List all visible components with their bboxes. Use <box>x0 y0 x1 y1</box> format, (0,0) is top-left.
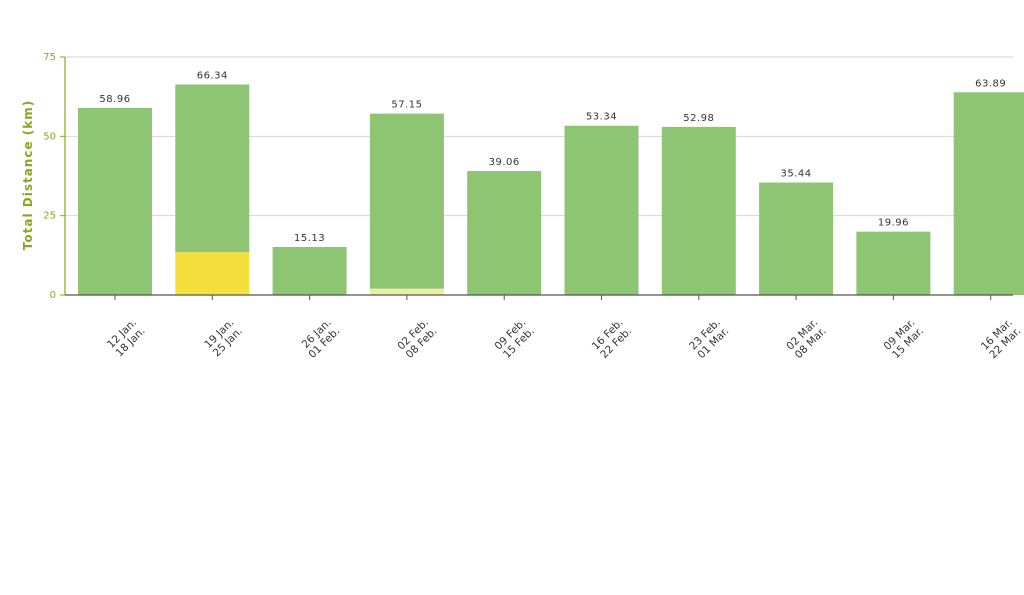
x-tick-label: 16 Feb.22 Feb. <box>590 317 634 361</box>
bar-segment <box>175 252 250 295</box>
bar-segment <box>564 125 639 295</box>
bar-value-label: 15.13 <box>294 233 325 244</box>
bar-value-label: 35.44 <box>781 169 812 180</box>
y-tick-label: 75 <box>43 52 56 63</box>
x-tick-label: 09 Mar.15 Mar. <box>882 317 926 361</box>
x-tick-label: 26 Jan.01 Feb. <box>300 317 343 361</box>
bar-segment <box>272 246 347 295</box>
x-tick-label: 16 Mar.22 Mar. <box>979 317 1023 361</box>
bars <box>78 84 1024 295</box>
bar-value-label: 57.15 <box>391 100 422 111</box>
bar-segment <box>78 107 152 295</box>
bar-value-label: 66.34 <box>197 70 228 81</box>
y-axis: 0 25 50 75 <box>43 52 66 301</box>
x-tick-label: 02 Mar.08 Mar. <box>784 317 828 361</box>
x-tick-label: 19 Jan.25 Jan. <box>202 317 245 360</box>
bar-segment <box>661 126 736 295</box>
bar-segment <box>175 84 250 253</box>
bar-value-label: 53.34 <box>586 112 617 123</box>
bar-value-label: 58.96 <box>99 94 130 105</box>
bar-segment <box>369 113 444 289</box>
bar-value-label: 19.96 <box>878 218 909 229</box>
y-tick-label: 25 <box>43 211 56 222</box>
x-tick-label: 23 Feb.01 Mar. <box>687 317 731 361</box>
bar-segment <box>467 171 542 295</box>
bar-segment <box>953 92 1024 295</box>
x-tick-label: 12 Jan.18 Jan. <box>105 317 148 360</box>
bar-value-label: 63.89 <box>975 78 1006 89</box>
bar-segment <box>856 231 931 295</box>
y-axis-label: Total Distance (km) <box>21 100 35 250</box>
y-tick-label: 50 <box>43 131 56 142</box>
x-tick-label: 09 Feb.15 Feb. <box>493 317 537 361</box>
x-axis: 12 Jan.18 Jan. 19 Jan.25 Jan. 26 Jan.01 Fe… <box>65 294 1023 361</box>
bar-value-label: 39.06 <box>489 157 520 168</box>
x-tick-label: 02 Feb.08 Feb. <box>395 317 439 361</box>
y-tick-label: 0 <box>50 290 56 301</box>
bar-segment <box>759 182 834 295</box>
value-labels: 58.96 66.34 15.13 57.15 39.06 53.34 52.98 35.44… <box>99 70 1006 244</box>
bar-value-label: 52.98 <box>683 113 714 124</box>
bar-segment <box>369 288 444 295</box>
